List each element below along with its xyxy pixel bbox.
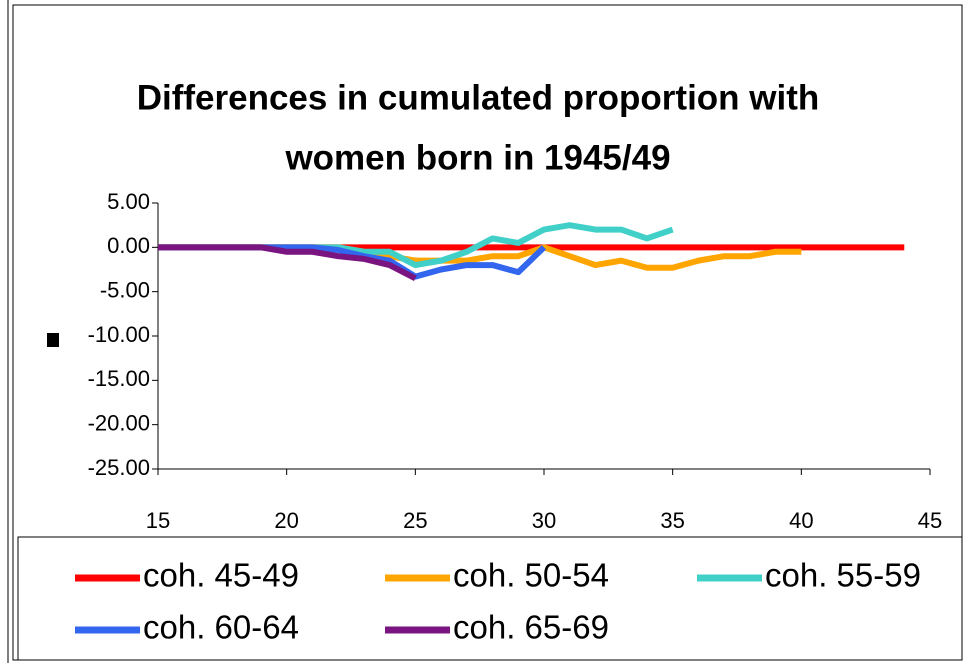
y-tick-label: 0.00 [107, 233, 150, 258]
x-tick-label: 20 [274, 508, 298, 533]
legend-label: coh. 65-69 [453, 609, 609, 646]
y-tick-label: -10.00 [88, 322, 150, 347]
legend-label: coh. 55-59 [765, 557, 921, 594]
legend-label: coh. 45-49 [143, 557, 299, 594]
x-tick-label: 15 [146, 508, 170, 533]
series-line [158, 244, 417, 282]
legend-box [17, 536, 963, 661]
legend-label: coh. 50-54 [453, 557, 609, 594]
x-tick-label: 30 [532, 508, 556, 533]
x-tick-label: 35 [660, 508, 684, 533]
x-tick-label: 45 [918, 508, 942, 533]
marker [47, 333, 59, 347]
x-tick-label: 25 [403, 508, 427, 533]
legend-label: coh. 60-64 [143, 609, 299, 646]
y-tick-label: -15.00 [88, 366, 150, 391]
y-tick-label: -20.00 [88, 410, 150, 435]
chart-title: Differences in cumulated proportion with [137, 78, 820, 117]
x-tick-label: 40 [789, 508, 813, 533]
y-tick-label: 5.00 [107, 189, 150, 214]
y-tick-label: -25.00 [88, 455, 150, 480]
chart-title: women born in 1945/49 [284, 138, 670, 177]
y-tick-label: -5.00 [100, 277, 150, 302]
